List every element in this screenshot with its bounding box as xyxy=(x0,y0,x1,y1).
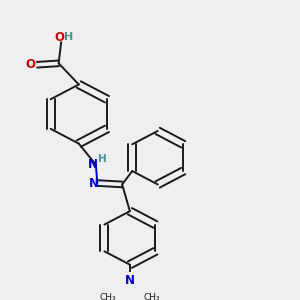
Text: H: H xyxy=(64,32,74,42)
Text: H: H xyxy=(98,154,107,164)
Text: N: N xyxy=(88,158,98,171)
Text: CH₃: CH₃ xyxy=(100,293,116,300)
Text: N: N xyxy=(125,274,135,287)
Text: CH₃: CH₃ xyxy=(143,293,160,300)
Text: N: N xyxy=(89,176,99,190)
Text: O: O xyxy=(55,31,64,44)
Text: O: O xyxy=(25,58,35,71)
